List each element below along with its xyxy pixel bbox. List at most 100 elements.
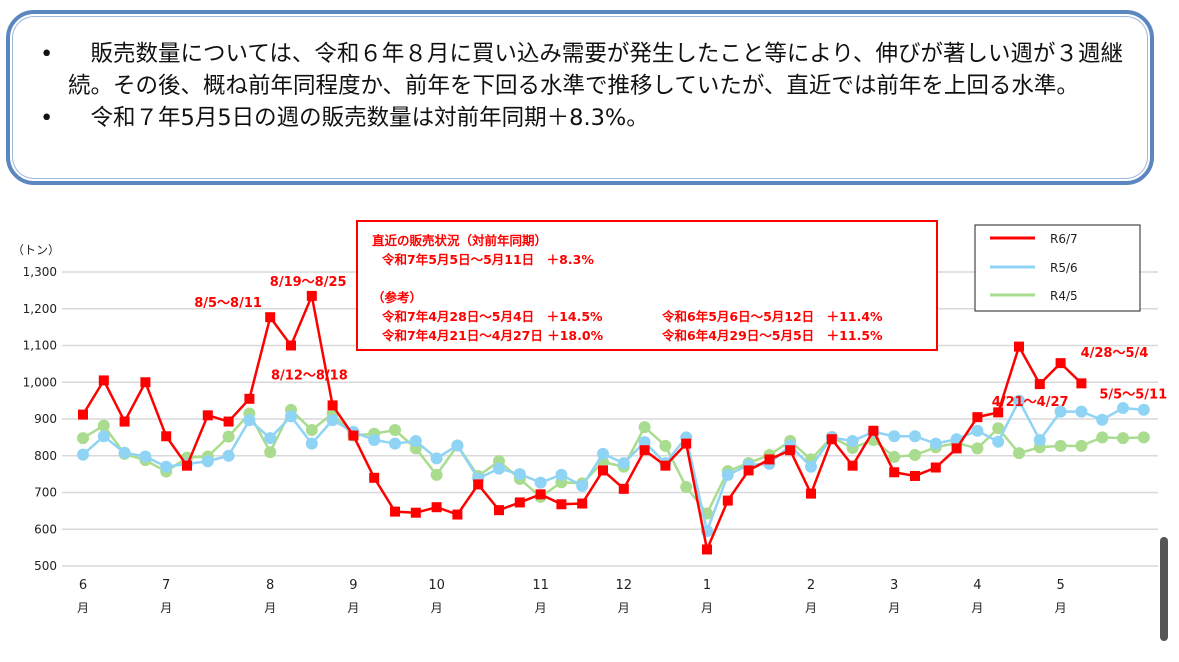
annotation-label: 4/21～4/27 (992, 395, 1069, 410)
data-point (972, 412, 983, 423)
info-ref: 令和7年4月28日～5月4日 ＋14.5% (381, 309, 603, 324)
data-point (1054, 405, 1067, 418)
x-tick-label: 2 (807, 578, 815, 593)
x-tick-unit: 月 (347, 601, 359, 615)
summary-text: 令和７年5月5日の週の販売数量は対前年同期＋8.3%。 (90, 105, 649, 131)
x-tick-unit: 月 (1055, 601, 1067, 615)
annotation-label: 8/19～8/25 (270, 275, 347, 290)
x-tick-label: 8 (266, 578, 274, 593)
data-point (1076, 378, 1087, 389)
annotation-label: 5/5～5/11 (1099, 387, 1167, 402)
data-point (264, 446, 277, 459)
data-point (431, 502, 442, 513)
data-point (77, 448, 89, 461)
summary-bullet: • 令和７年5月5日の週の販売数量は対前年同期＋8.3%。 (40, 102, 1130, 134)
info-ref: 令和6年5月6日～5月12日 ＋11.4% (661, 309, 883, 324)
data-point (430, 452, 443, 465)
data-point (993, 407, 1004, 418)
data-point (494, 505, 504, 516)
data-point (618, 483, 629, 494)
x-tick-label: 5 (1056, 578, 1064, 593)
series-line (82, 407, 1144, 516)
y-tick-label: 900 (34, 412, 57, 426)
data-point (764, 454, 775, 465)
data-point (430, 468, 443, 481)
data-point (265, 312, 276, 323)
x-tick-label: 3 (890, 578, 898, 593)
data-point (118, 446, 131, 459)
info-ref: 令和7年4月21日～4月27日 ＋18.0% (381, 328, 604, 343)
data-point (556, 499, 567, 510)
data-point (140, 377, 151, 388)
data-point (222, 449, 235, 462)
data-point (1137, 403, 1150, 416)
data-point (513, 468, 526, 481)
bullet-mark: • (40, 105, 54, 131)
x-tick-unit: 月 (805, 601, 817, 615)
y-tick-label: 600 (34, 522, 57, 536)
annotation-label: 4/28～5/4 (1081, 346, 1149, 361)
data-point (305, 424, 318, 437)
legend-label: R4/5 (1050, 289, 1078, 303)
y-tick-label: 1,100 (23, 339, 57, 353)
y-tick-label: 1,000 (23, 375, 57, 389)
x-tick-label: 9 (349, 578, 357, 593)
data-point (98, 375, 109, 386)
y-tick-label: 800 (34, 449, 57, 463)
data-point (826, 434, 837, 445)
data-point (1117, 401, 1129, 414)
data-point (119, 416, 130, 427)
data-point (452, 509, 463, 520)
data-point (368, 433, 381, 446)
data-point (889, 467, 900, 478)
data-point (598, 465, 608, 476)
x-tick-unit: 月 (971, 601, 983, 615)
data-point (1117, 432, 1129, 445)
y-tick-label: 500 (34, 559, 57, 573)
data-point (77, 432, 89, 445)
legend-label: R5/6 (1050, 261, 1078, 275)
y-axis-unit: （トン） (12, 243, 60, 257)
data-point (680, 480, 693, 493)
x-tick-unit: 月 (701, 601, 713, 615)
data-point (493, 462, 505, 475)
data-point (1054, 439, 1067, 452)
data-point (473, 479, 484, 490)
data-point (846, 435, 859, 448)
data-point (1013, 394, 1025, 407)
data-point (286, 340, 296, 351)
series-R6-7 (78, 290, 1087, 555)
data-point (451, 439, 464, 452)
data-point (971, 424, 984, 437)
info-title: 直近の販売状況（対前年同期） (372, 233, 547, 248)
summary-bullet: • 販売数量については、令和６年８月に買い込み需要が発生したこと等により、伸びが… (40, 38, 1130, 102)
data-point (617, 457, 630, 470)
data-point (930, 462, 941, 473)
x-tick-label: 7 (162, 578, 170, 593)
x-tick-label: 4 (973, 578, 981, 593)
data-point (1096, 413, 1109, 426)
data-point (638, 436, 651, 449)
y-tick-label: 700 (34, 486, 57, 500)
data-point (222, 430, 235, 443)
data-point (868, 425, 879, 436)
summary-box: • 販売数量については、令和６年８月に買い込み需要が発生したこと等により、伸びが… (6, 10, 1154, 185)
data-point (806, 488, 816, 499)
data-point (182, 460, 192, 471)
x-tick-unit: 月 (888, 601, 900, 615)
data-point (305, 437, 318, 450)
data-point (202, 410, 213, 421)
vertical-scrollbar[interactable] (1160, 537, 1168, 641)
data-point (410, 507, 421, 518)
info-ref-title: （参考） (372, 290, 422, 305)
data-point (951, 443, 962, 454)
y-tick-label: 1,300 (23, 265, 57, 279)
x-tick-label: 10 (428, 578, 445, 593)
data-point (681, 438, 692, 449)
data-point (327, 400, 338, 411)
data-point (847, 460, 858, 471)
info-ref: 令和6年4月29日～5月5日 ＋11.5% (661, 328, 883, 343)
data-point (264, 432, 277, 445)
data-point (702, 544, 712, 555)
data-point (722, 495, 733, 506)
